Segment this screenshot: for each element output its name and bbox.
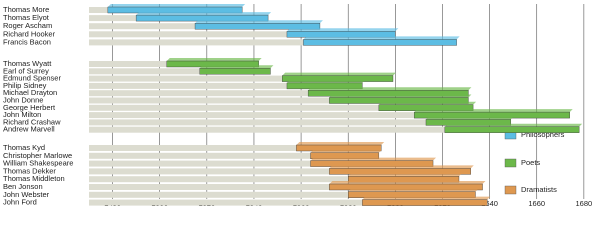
- bar-top: [303, 36, 460, 40]
- row-label: Michael Drayton: [3, 88, 57, 97]
- bar-top: [286, 79, 366, 83]
- bar-top: [348, 173, 462, 177]
- lead-bar: [89, 168, 330, 175]
- bar-top: [296, 142, 385, 145]
- row-label: Ben Jonson: [3, 182, 43, 191]
- bar-top: [107, 4, 246, 7]
- lead-bar: [89, 82, 287, 89]
- row-label: John Webster: [3, 190, 50, 199]
- bar-top: [329, 94, 472, 98]
- bar-top: [378, 101, 477, 105]
- row-label: Edmund Spenser: [3, 74, 61, 83]
- bar-top: [362, 196, 491, 200]
- bar-top: [425, 116, 514, 120]
- lead-bar: [89, 104, 379, 111]
- bar-top: [136, 12, 272, 16]
- bar-top: [329, 181, 486, 184]
- bar-top: [348, 188, 479, 192]
- row-label: John Donne: [3, 95, 43, 104]
- row-label: Richard Crashaw: [3, 117, 61, 126]
- bar-top: [310, 157, 437, 161]
- row-label: John Milton: [3, 110, 41, 119]
- row-label: Thomas Dekker: [3, 166, 56, 175]
- x-tick-label: 1660: [528, 199, 545, 208]
- row-label: Christopher Marlowe: [3, 151, 72, 160]
- bar-top: [414, 109, 573, 113]
- bar: [362, 199, 488, 206]
- row-label: Richard Hooker: [3, 29, 56, 38]
- bar: [194, 23, 321, 30]
- x-tick-label: 1680: [576, 199, 593, 208]
- legend-swatch: [504, 158, 517, 168]
- bar-top: [199, 65, 274, 69]
- lead-bar: [89, 145, 297, 151]
- row-label: William Shakespeare: [3, 159, 73, 168]
- lead-bar: [89, 176, 349, 183]
- lead-bar: [89, 191, 349, 198]
- lead-bar: [89, 7, 108, 13]
- row-label: Philip Sidney: [3, 81, 47, 90]
- lead-bar: [89, 39, 304, 46]
- bar: [286, 31, 396, 38]
- lead-bar: [89, 152, 311, 159]
- lead-bar: [89, 97, 330, 104]
- lead-bar: [89, 119, 426, 126]
- lead-bar: [89, 31, 287, 38]
- bar-top: [329, 165, 474, 169]
- chart: 1480150015201540156015801600162016401660…: [3, 4, 593, 208]
- x-tick-label: 1640: [481, 199, 498, 208]
- bar-top: [444, 123, 583, 127]
- lead-bar: [89, 61, 167, 67]
- legend-label: Philosophers: [521, 130, 565, 139]
- lead-bar: [89, 126, 445, 133]
- row-label: John Ford: [3, 198, 37, 207]
- lead-bar: [89, 75, 283, 82]
- bar-top: [166, 58, 262, 61]
- row-label: Thomas Kyd: [3, 143, 45, 152]
- bar-top: [195, 20, 323, 24]
- bar-top: [282, 72, 396, 76]
- bar-top: [308, 87, 472, 91]
- legend-label: Dramatists: [521, 185, 557, 194]
- row-label: Earl of Surrey: [3, 66, 49, 75]
- bar-top: [310, 149, 382, 153]
- bar: [444, 126, 580, 133]
- lead-bar: [89, 23, 196, 30]
- legend-label: Poets: [521, 158, 540, 167]
- row-label: Thomas More: [3, 5, 49, 14]
- row-label: Roger Ascham: [3, 21, 52, 30]
- bar: [199, 68, 271, 75]
- row-label: George Herbert: [3, 103, 56, 112]
- row-label: Francis Bacon: [3, 37, 51, 46]
- bar-top: [286, 28, 399, 32]
- lead-bar: [89, 160, 311, 167]
- bar: [303, 39, 457, 46]
- row-label: Andrew Marvell: [3, 125, 55, 134]
- lead-bar: [89, 112, 415, 119]
- lead-bar: [89, 199, 363, 206]
- lead-bar: [89, 184, 330, 190]
- row-label: Thomas Elyot: [3, 13, 50, 22]
- legend-swatch: [504, 185, 517, 195]
- row-label: Thomas Middleton: [3, 174, 65, 183]
- lead-bar: [89, 15, 137, 22]
- lead-bar: [89, 68, 200, 75]
- lead-bar: [89, 90, 309, 97]
- row-label: Thomas Wyatt: [3, 59, 52, 68]
